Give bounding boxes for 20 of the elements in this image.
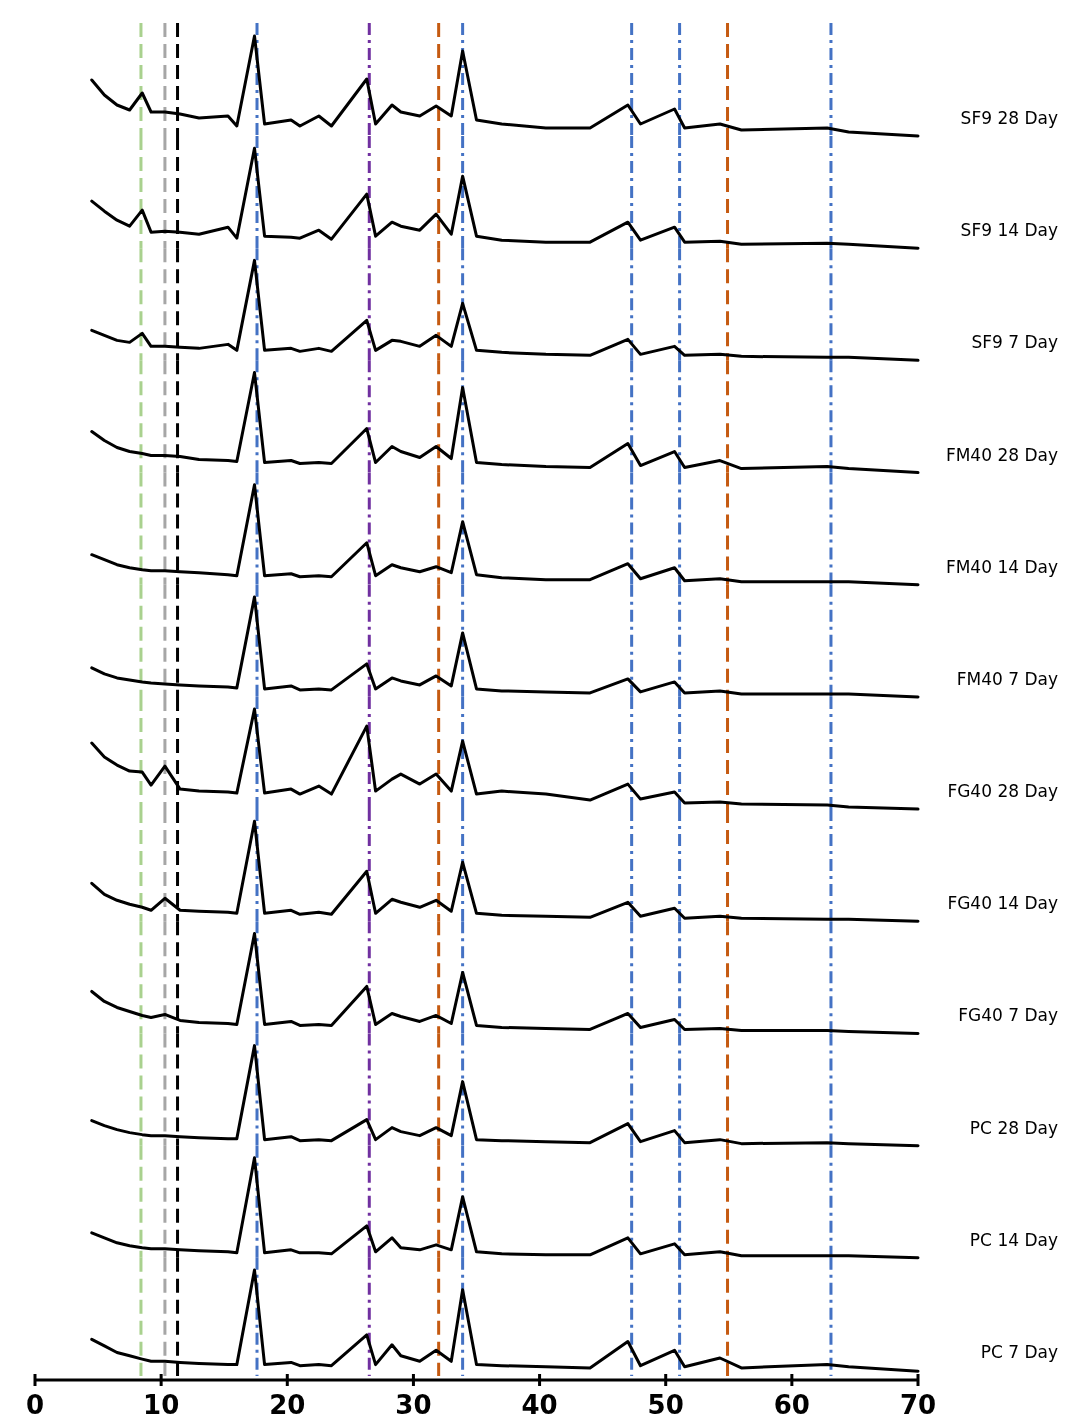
x-tick-label: 10 — [143, 1390, 180, 1416]
text: SF9 28 Day — [960, 108, 1058, 128]
text: FM40 7 Day — [956, 668, 1058, 689]
x-tick-label: 60 — [773, 1390, 810, 1416]
text: FG40 7 Day — [958, 1005, 1058, 1026]
text: PC 7 Day — [980, 1342, 1058, 1362]
series-label: FM40 14 Day — [945, 556, 1058, 577]
x-tick-label: 0 — [25, 1390, 45, 1416]
x-tick-label: 20 — [269, 1390, 306, 1416]
x-tick-label: 30 — [395, 1390, 432, 1416]
x-tick-label: 40 — [521, 1390, 558, 1416]
x-tick-label: 50 — [647, 1390, 684, 1416]
text: PC 28 Day — [969, 1117, 1058, 1138]
text: PC 14 Day — [969, 1229, 1058, 1250]
series-label: FG40 28 Day — [947, 781, 1058, 802]
text: SF9 7 Day — [971, 332, 1058, 353]
series-label: FM40 28 Day — [945, 444, 1058, 465]
series-label: FG40 14 Day — [947, 893, 1058, 914]
text: SF9 14 Day — [960, 220, 1058, 241]
x-tick-label: 70 — [899, 1390, 937, 1416]
